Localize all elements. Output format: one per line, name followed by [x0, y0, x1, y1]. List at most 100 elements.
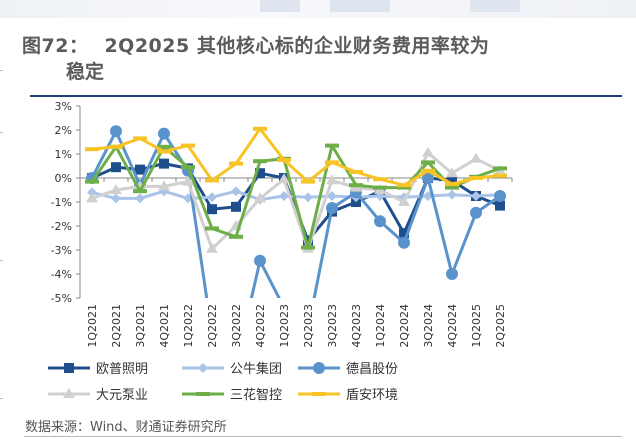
data-point: [421, 168, 435, 173]
x-tick-label: 3Q2022: [230, 304, 243, 348]
y-tick-label: -3%: [51, 244, 72, 257]
series-6: [85, 126, 507, 188]
data-point: [207, 204, 217, 215]
data-point: [397, 185, 411, 190]
data-point: [205, 178, 219, 183]
data-point: [493, 173, 507, 178]
data-point: [133, 136, 147, 141]
data-point: [135, 164, 145, 175]
series-3: [86, 125, 506, 298]
x-tick-label: 3Q2021: [134, 304, 147, 348]
top-decor-stripe: [330, 0, 390, 12]
data-point: [229, 234, 243, 239]
data-point: [133, 189, 147, 194]
x-tick-label: 1Q2023: [278, 304, 291, 348]
data-point: [398, 196, 410, 206]
x-tick-label: 2Q2021: [110, 304, 123, 348]
legend-item: 欧普照明: [48, 362, 148, 377]
data-point: [422, 172, 434, 184]
x-tick-label: 4Q2022: [254, 304, 267, 348]
data-point: [421, 160, 435, 165]
bottom-divider: [24, 436, 622, 437]
x-tick-label: 2Q2024: [398, 304, 411, 348]
data-point: [279, 191, 289, 201]
legend-swatch-marker: [196, 392, 210, 396]
series-4: [86, 146, 506, 253]
data-point: [158, 127, 170, 140]
side-margin-tick: [0, 70, 3, 71]
data-point: [278, 173, 290, 184]
data-point: [229, 161, 243, 166]
data-point: [495, 200, 505, 211]
data-point: [255, 168, 265, 179]
data-point: [349, 183, 363, 188]
data-point: [349, 170, 363, 174]
figure-title: 图72： 2Q2025 其他核心标的企业财务费用率较为 稳定: [22, 34, 622, 84]
top-decor-band: [0, 0, 636, 18]
top-decor-stripe: [260, 0, 300, 12]
data-point: [326, 202, 338, 214]
legend-label: 盾安环境: [346, 388, 398, 403]
legend-item: 大元泵业: [48, 388, 148, 403]
data-point: [109, 144, 123, 149]
legend-label: 三花智控: [230, 387, 282, 403]
x-tick-label: 3Q2023: [326, 304, 339, 348]
legend-label: 大元泵业: [96, 388, 148, 403]
data-point: [157, 144, 171, 149]
legend-swatch-marker: [198, 363, 208, 373]
data-point: [494, 190, 506, 202]
data-point: [85, 179, 99, 184]
series-line: [91, 127, 501, 187]
data-point: [399, 228, 409, 239]
data-point: [206, 242, 218, 253]
x-tick-label: 2Q2025: [494, 304, 507, 348]
y-tick-label: 0%: [55, 172, 72, 185]
x-tick-label: 4Q2024: [446, 304, 459, 348]
data-point: [110, 184, 122, 194]
data-point: [303, 235, 313, 246]
data-point: [326, 174, 338, 185]
data-point: [471, 191, 481, 201]
data-point: [327, 191, 337, 201]
y-tick-label: 2%: [55, 124, 72, 137]
data-point: [445, 182, 459, 186]
legend-label: 欧普照明: [96, 362, 148, 377]
data-point: [493, 166, 507, 171]
data-point: [374, 215, 386, 228]
y-tick-label: -4%: [51, 268, 72, 281]
data-point: [469, 176, 483, 180]
top-decor-stripe: [470, 0, 520, 12]
data-point: [325, 143, 339, 148]
data-point: [110, 125, 122, 138]
x-tick-label: 1Q2021: [86, 304, 99, 348]
y-tick-label: 3%: [55, 100, 72, 113]
data-point: [183, 193, 193, 204]
data-point: [205, 226, 219, 231]
data-point: [253, 159, 267, 164]
x-tick-label: 4Q2021: [158, 304, 171, 348]
data-point: [301, 179, 315, 184]
y-tick-label: 1%: [55, 148, 72, 161]
x-tick-label: 1Q2024: [374, 304, 387, 348]
data-point: [181, 143, 195, 148]
data-point: [85, 147, 99, 152]
data-point: [87, 187, 97, 198]
x-tick-label: 2Q2023: [302, 304, 315, 348]
data-point: [253, 126, 267, 131]
side-margin-tick: [0, 260, 3, 261]
data-point: [231, 186, 241, 197]
side-margin-tick: [0, 132, 3, 133]
legend-swatch-marker: [63, 388, 75, 398]
legend-swatch-marker: [312, 392, 326, 396]
data-point: [135, 193, 145, 204]
data-point: [182, 175, 194, 186]
legend-label: 德昌股份: [346, 362, 398, 377]
legend-item: 三花智控: [182, 387, 282, 403]
x-tick-label: 1Q2025: [470, 304, 483, 348]
data-point: [157, 149, 171, 154]
series-line: [90, 129, 501, 298]
data-point: [231, 201, 241, 212]
data-point: [207, 192, 217, 203]
x-tick-label: 1Q2022: [182, 304, 195, 348]
legend-swatch-marker: [313, 362, 325, 374]
